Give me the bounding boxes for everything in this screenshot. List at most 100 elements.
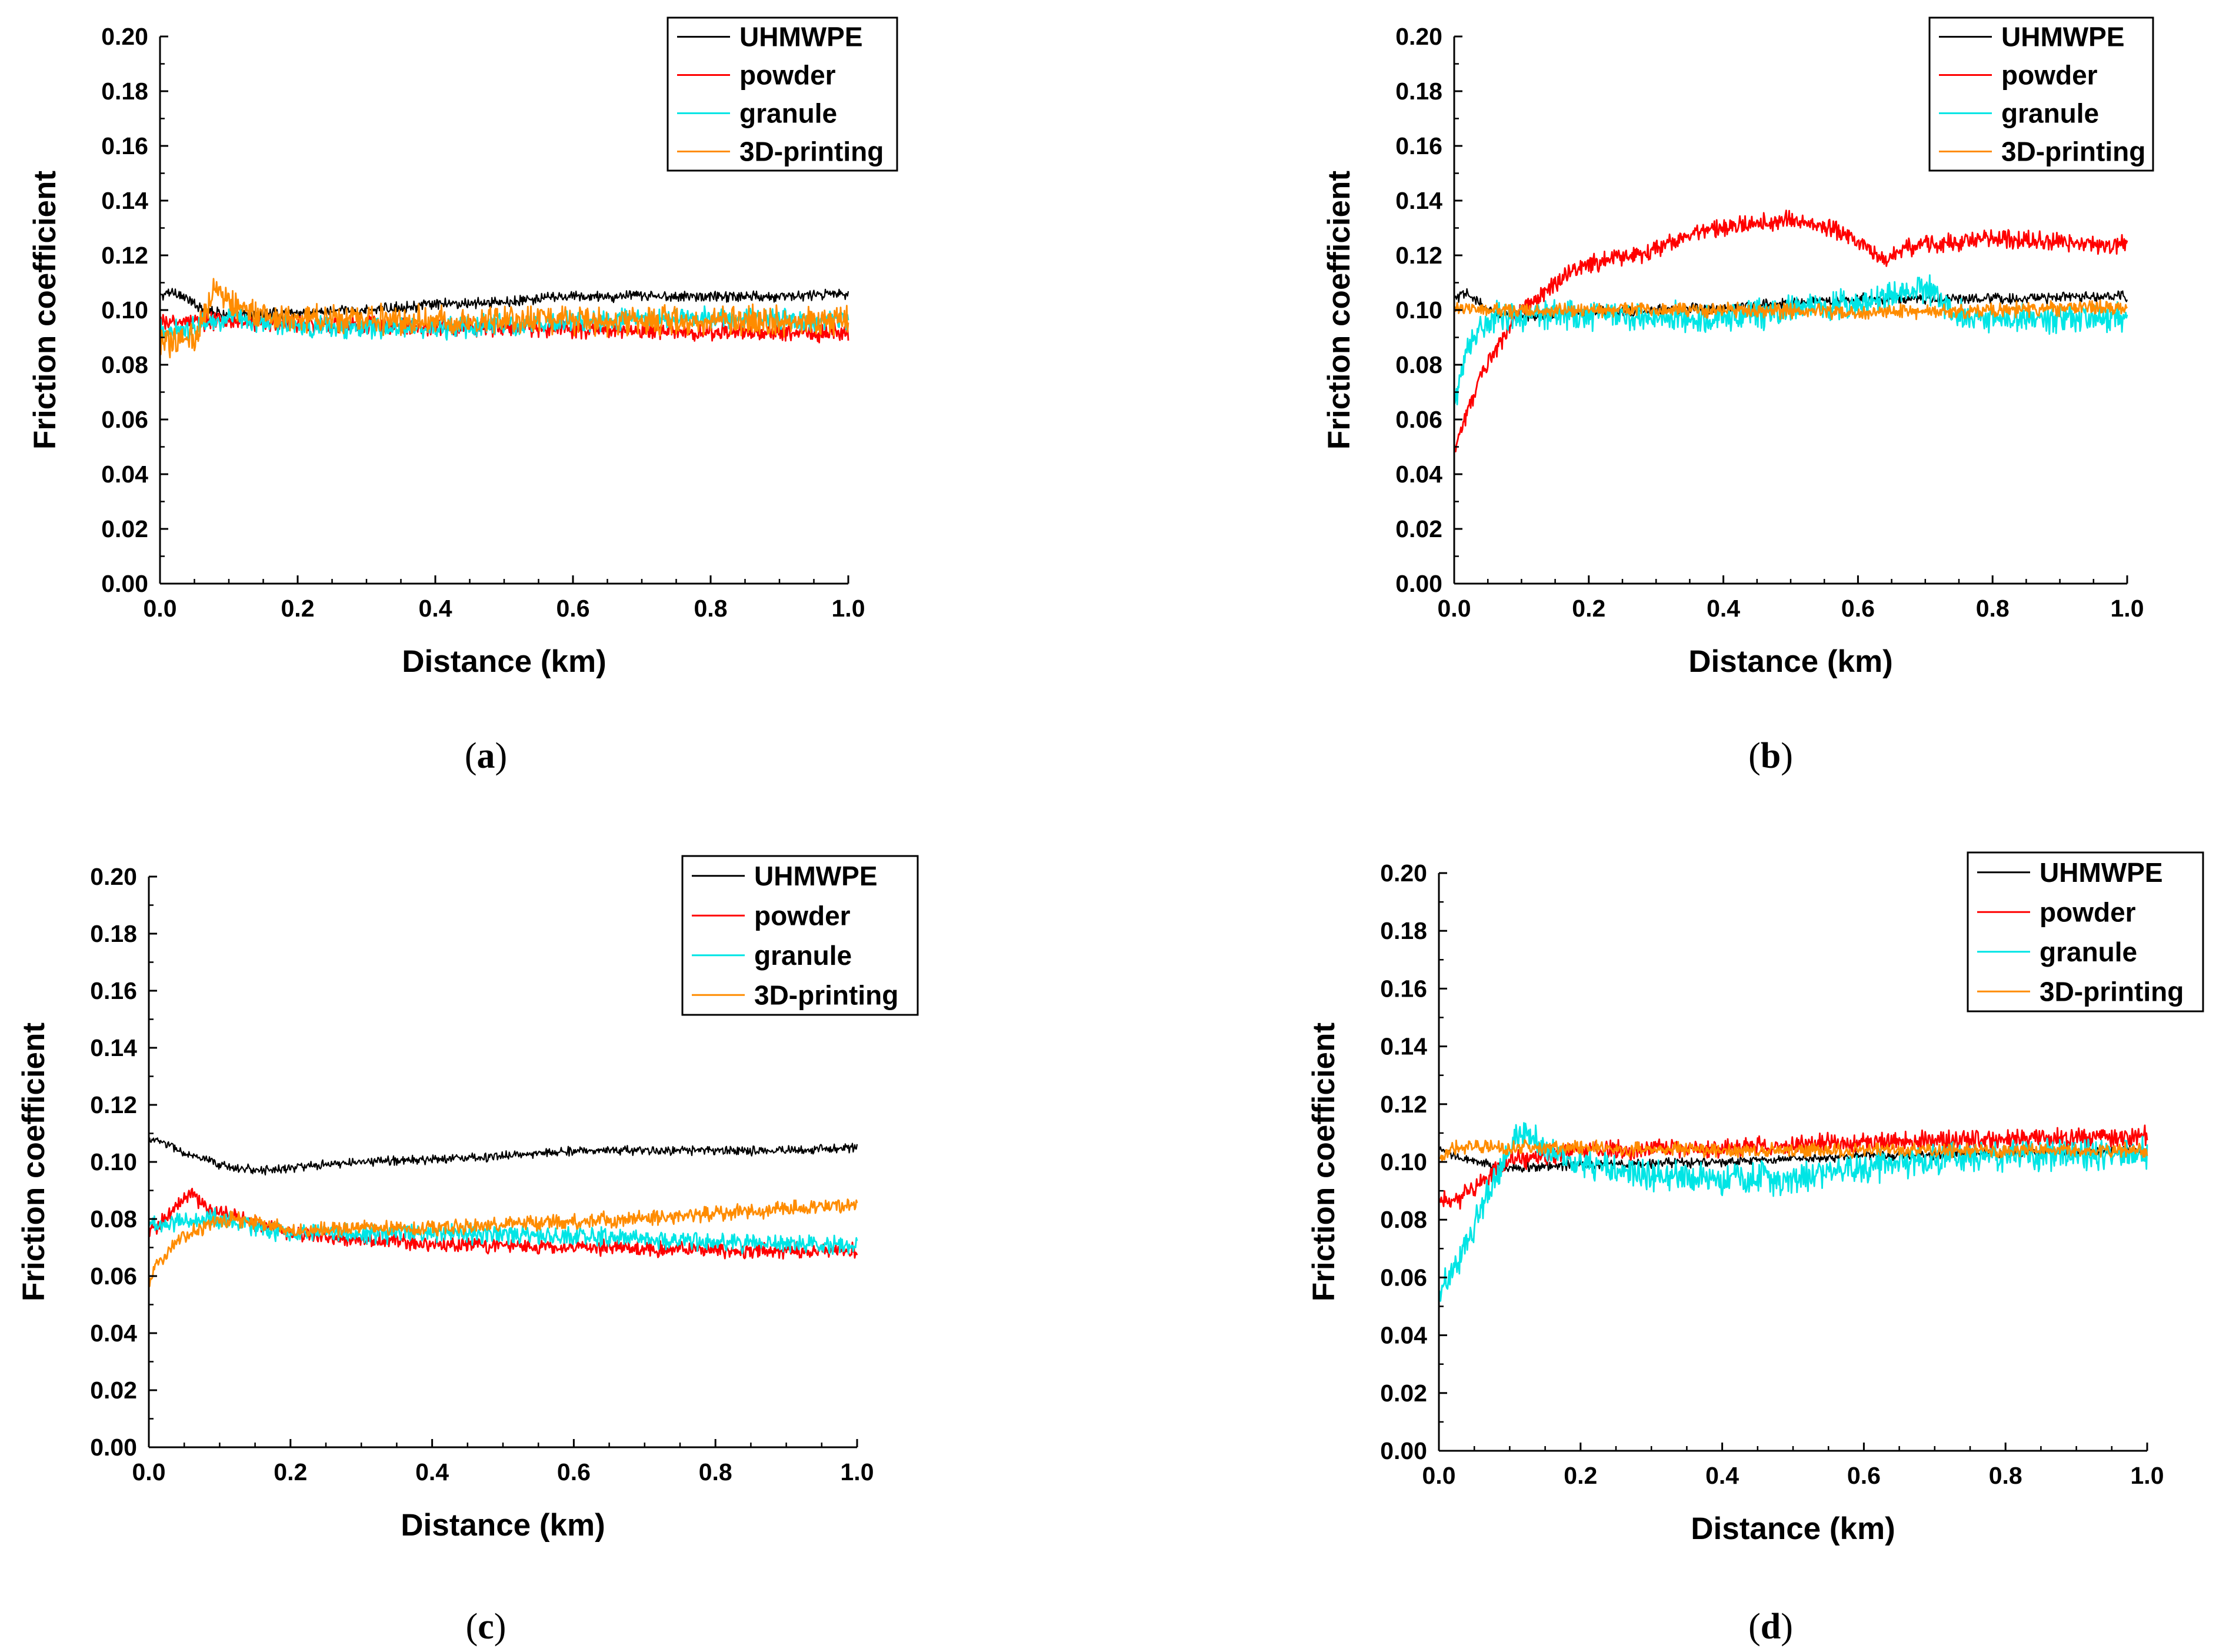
- x-axis-title: Distance (km): [402, 644, 607, 679]
- y-tick-label: 0.16: [90, 977, 137, 1004]
- x-tick-label: 0.6: [1841, 595, 1875, 622]
- legend: UHMWPE powder granule 3D-printing: [681, 855, 919, 1016]
- x-tick-label: 0.2: [274, 1458, 307, 1486]
- series-line-powder: [1453, 209, 2128, 452]
- legend-label: 3D-printing: [739, 136, 884, 167]
- y-tick-label: 0.02: [1395, 515, 1442, 542]
- y-tick-label: 0.04: [1395, 461, 1442, 488]
- x-tick-label: 1.0: [841, 1458, 874, 1486]
- x-axis-title: Distance (km): [1691, 1511, 1895, 1546]
- y-tick-label: 0.18: [90, 920, 137, 947]
- x-tick-label: 1.0: [832, 595, 865, 622]
- y-tick-label: 0.18: [1395, 78, 1442, 105]
- y-tick-label: 0.14: [1395, 187, 1442, 214]
- x-axis-title: Distance (km): [1688, 644, 1893, 679]
- legend-label: UHMWPE: [754, 861, 878, 891]
- x-tick-label: 0.2: [1564, 1462, 1597, 1489]
- series-line-3d-printing: [1453, 299, 2128, 321]
- legend-box: [1967, 851, 2204, 1012]
- series-line-uhmwpe: [148, 1137, 858, 1176]
- x-tick-label: 0.6: [557, 595, 590, 622]
- y-tick-label: 0.20: [101, 23, 148, 50]
- y-tick-label: 0.20: [1395, 23, 1442, 50]
- y-tick-label: 0.14: [1380, 1033, 1427, 1060]
- legend-label: powder: [2001, 60, 2098, 91]
- x-tick-label: 0.2: [1572, 595, 1605, 622]
- y-tick-label: 0.12: [1395, 242, 1442, 269]
- y-tick-label: 0.10: [90, 1148, 137, 1175]
- panel-label-c: (c): [466, 1607, 506, 1647]
- legend-label: UHMWPE: [2001, 22, 2125, 52]
- series-line-uhmwpe: [1438, 1145, 2148, 1173]
- y-tick-label: 0.12: [90, 1091, 137, 1118]
- series-line-3d-printing: [159, 278, 849, 359]
- y-tick-label: 0.02: [101, 515, 148, 542]
- x-tick-label: 0.0: [144, 595, 177, 622]
- y-tick-label: 0.10: [1395, 297, 1442, 324]
- x-tick-label: 0.4: [419, 595, 452, 622]
- legend: UHMWPE powder granule 3D-printing: [667, 16, 898, 172]
- series-group: [1438, 1122, 2148, 1302]
- y-tick-label: 0.06: [90, 1263, 137, 1290]
- legend-label: granule: [2001, 98, 2099, 129]
- y-tick-label: 0.02: [1380, 1380, 1427, 1407]
- y-axis-title: Friction coefficient: [1322, 171, 1357, 449]
- series-line-granule: [1453, 274, 2128, 405]
- panel-label-d: (d): [1748, 1607, 1793, 1647]
- legend-label: UHMWPE: [2040, 857, 2163, 888]
- y-tick-label: 0.06: [1380, 1264, 1427, 1291]
- x-tick-label: 0.0: [132, 1458, 166, 1486]
- legend-label: powder: [754, 900, 851, 931]
- x-tick-label: 0.8: [694, 595, 728, 622]
- y-tick-label: 0.08: [101, 351, 148, 378]
- y-tick-label: 0.00: [1380, 1437, 1427, 1464]
- y-tick-label: 0.00: [1395, 570, 1442, 597]
- y-tick-label: 0.16: [1395, 132, 1442, 159]
- legend: UHMWPE powder granule 3D-printing: [1967, 851, 2204, 1012]
- y-tick-label: 0.08: [1395, 351, 1442, 378]
- y-tick-label: 0.06: [101, 406, 148, 433]
- y-tick-label: 0.04: [1380, 1322, 1427, 1349]
- legend-label: 3D-printing: [754, 980, 898, 1010]
- y-axis-title: Friction coefficient: [16, 1022, 51, 1301]
- series-group: [148, 1137, 858, 1287]
- x-tick-label: 0.0: [1438, 595, 1471, 622]
- x-tick-label: 0.6: [557, 1458, 591, 1486]
- x-tick-label: 1.0: [2111, 595, 2144, 622]
- y-tick-label: 0.20: [1380, 860, 1427, 887]
- series-line-3d-printing: [1438, 1139, 2148, 1163]
- legend-box: [1928, 16, 2154, 172]
- y-tick-label: 0.14: [90, 1034, 137, 1061]
- legend-label: granule: [754, 940, 852, 971]
- legend-label: 3D-printing: [2001, 136, 2145, 167]
- y-tick-label: 0.20: [90, 863, 137, 890]
- x-tick-label: 0.8: [699, 1458, 732, 1486]
- series-group: [1453, 209, 2128, 452]
- legend-label: granule: [2040, 937, 2137, 967]
- x-tick-label: 0.6: [1847, 1462, 1881, 1489]
- x-axis-title: Distance (km): [401, 1508, 605, 1543]
- chart-panel-b: 0.00 0.02 0.04 0.06 0.08 0.10 0.12 0.14 0.16 0.18…: [1322, 16, 2154, 679]
- x-tick-label: 0.4: [1705, 1462, 1739, 1489]
- legend-box: [667, 16, 898, 172]
- y-tick-label: 0.06: [1395, 406, 1442, 433]
- y-tick-label: 0.10: [1380, 1148, 1427, 1175]
- y-axis-title: Friction coefficient: [1307, 1022, 1341, 1301]
- y-tick-label: 0.02: [90, 1377, 137, 1404]
- x-tick-label: 0.8: [1976, 595, 2010, 622]
- legend-box: [681, 855, 919, 1016]
- y-tick-label: 0.18: [101, 78, 148, 105]
- y-tick-label: 0.16: [101, 132, 148, 159]
- x-tick-label: 0.4: [415, 1458, 449, 1486]
- series-line-granule: [1438, 1122, 2148, 1302]
- chart-panel-a: 0.00 0.02 0.04 0.06 0.08 0.10 0.12 0.14 0.16 0.18…: [28, 16, 898, 679]
- legend-label: powder: [2040, 897, 2136, 927]
- x-tick-label: 0.8: [1989, 1462, 2022, 1489]
- y-tick-label: 0.14: [101, 187, 148, 214]
- panel-label-b: (b): [1748, 736, 1793, 776]
- y-tick-label: 0.00: [90, 1434, 137, 1461]
- legend-label: granule: [739, 98, 837, 129]
- y-tick-label: 0.04: [101, 461, 148, 488]
- y-tick-label: 0.04: [90, 1320, 137, 1347]
